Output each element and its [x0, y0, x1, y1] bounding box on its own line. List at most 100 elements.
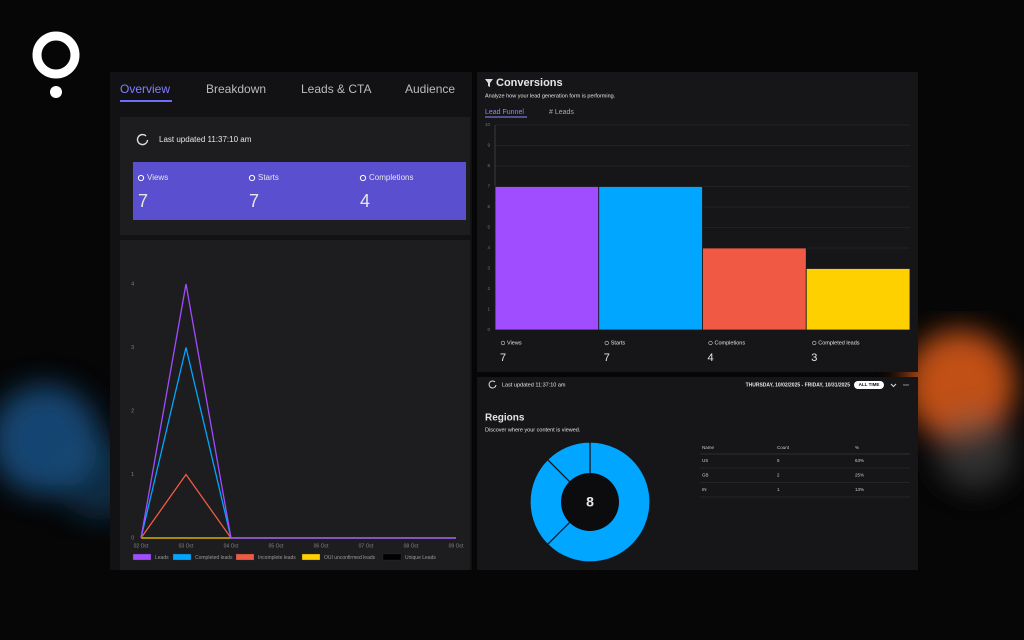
y-tick-label: 2 — [131, 408, 134, 414]
category-label: Views — [507, 340, 522, 346]
y-tick-label: 9 — [487, 143, 490, 148]
y-tick-label: 6 — [487, 204, 490, 209]
regions-title: Regions — [485, 413, 525, 424]
refresh-icon[interactable] — [488, 380, 497, 389]
bar — [805, 268, 911, 331]
table-header: Count — [777, 445, 790, 450]
x-tick-label: 08 Oct — [404, 543, 419, 549]
y-tick-label: 1 — [131, 472, 134, 478]
x-tick-label: 06 Oct — [314, 543, 329, 549]
value-label: 4 — [708, 352, 714, 364]
x-tick-label: 04 Oct — [224, 543, 239, 549]
category-label: Completed leads — [818, 340, 860, 346]
table-header: Name — [702, 445, 715, 450]
x-tick-label: 03 Oct — [179, 543, 194, 549]
category-icon — [812, 340, 817, 346]
refresh-icon[interactable] — [136, 133, 149, 146]
category-icon — [604, 340, 609, 346]
legend-label: Completed leads — [195, 555, 233, 561]
y-tick-label: 10 — [485, 122, 491, 127]
table-cell: 1 — [777, 487, 780, 492]
category-icon — [708, 340, 713, 346]
y-tick-label: 2 — [487, 286, 490, 291]
table-cell: 5 — [777, 458, 780, 463]
range-button[interactable] — [854, 381, 884, 389]
legend-swatch — [301, 553, 321, 561]
legend-swatch — [172, 553, 192, 561]
stat-icon — [248, 174, 256, 182]
date-range: THURSDAY, 10/02/2025 - FRIDAY, 10/31/202… — [746, 382, 851, 388]
regions-subtitle: Discover where your content is viewed. — [485, 427, 581, 433]
table-cell: 13% — [855, 487, 864, 492]
legend-label: OUI unconfirmed leads — [324, 555, 376, 561]
last-updated: Last updated 11:37:10 am — [502, 382, 566, 388]
stat-label: Completions — [369, 173, 413, 182]
legend-label: Unique Leads — [405, 555, 436, 561]
tab[interactable]: # Leads — [549, 109, 574, 116]
legend-swatch — [132, 553, 152, 561]
more-menu[interactable] — [903, 384, 909, 386]
last-updated: Last updated 11:37:10 am — [159, 135, 252, 144]
tab[interactable]: Audience — [405, 82, 455, 96]
series-line — [140, 283, 456, 539]
table-cell: 2 — [777, 473, 780, 478]
legend-swatch — [235, 553, 255, 561]
donut-total: 8 — [586, 494, 594, 510]
y-tick-label: 7 — [487, 184, 490, 189]
y-tick-label: 4 — [131, 281, 134, 287]
tab[interactable]: Leads & CTA — [301, 82, 371, 96]
bar — [598, 186, 703, 331]
tab[interactable]: Overview — [120, 82, 170, 96]
stat-label: Views — [147, 173, 168, 182]
table-header: % — [855, 445, 859, 450]
y-tick-label: 0 — [131, 535, 134, 541]
y-tick-label: 4 — [487, 245, 490, 250]
x-tick-label: 02 Oct — [134, 543, 149, 549]
y-tick-label: 3 — [131, 345, 134, 351]
table-cell: IN — [702, 487, 707, 492]
tab[interactable]: Breakdown — [206, 82, 266, 96]
bar — [494, 186, 600, 331]
stats-box — [133, 162, 466, 220]
y-tick-label: 1 — [487, 307, 490, 312]
donut-hole — [561, 473, 619, 531]
y-tick-label: 5 — [487, 225, 490, 230]
x-tick-label: 05 Oct — [269, 543, 284, 549]
logo — [32, 31, 80, 98]
bar — [702, 247, 807, 331]
category-label: Starts — [611, 340, 626, 346]
x-tick-label: 09 Oct — [449, 543, 464, 549]
conversions-subtitle: Analyze how your lead generation form is… — [485, 93, 616, 99]
tab[interactable]: Lead Funnel — [485, 109, 524, 116]
y-tick-label: 3 — [487, 266, 490, 271]
category-icon — [500, 340, 506, 346]
table-cell: US — [702, 458, 708, 463]
stat-icon — [137, 174, 145, 182]
legend-label: Incomplete leads — [258, 555, 296, 561]
stat-value: 4 — [360, 191, 370, 211]
funnel-icon — [485, 79, 493, 87]
stat-value: 7 — [138, 191, 148, 211]
value-label: 7 — [604, 352, 610, 364]
donut-slice — [529, 458, 591, 546]
table-cell: GB — [702, 473, 709, 478]
leads-chart-card — [120, 240, 470, 570]
conversions-title: Conversions — [496, 77, 563, 89]
stat-icon — [359, 174, 367, 182]
legend-label: Leads — [155, 555, 169, 561]
value-label: 3 — [811, 352, 817, 364]
y-tick-label: 0 — [487, 327, 490, 332]
range-button-label[interactable]: ALL TIME — [859, 382, 880, 387]
category-label: Completions — [715, 340, 746, 346]
dropdown-chevron[interactable] — [890, 383, 897, 388]
y-tick-label: 8 — [487, 163, 490, 168]
x-tick-label: 07 Oct — [359, 543, 374, 549]
stat-value: 7 — [249, 191, 259, 211]
legend-swatch — [382, 553, 402, 561]
stat-label: Starts — [258, 173, 279, 182]
table-cell: 25% — [855, 473, 864, 478]
value-label: 7 — [500, 352, 506, 364]
table-cell: 63% — [855, 458, 864, 463]
